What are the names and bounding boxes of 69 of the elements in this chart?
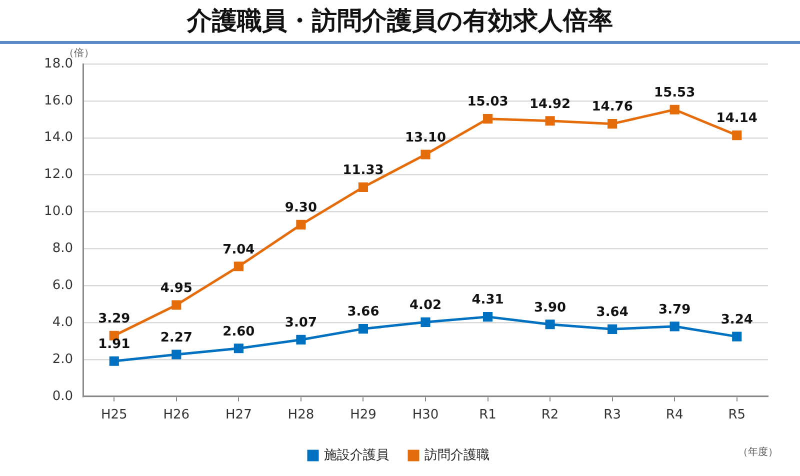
point [234, 262, 244, 272]
data-label: 11.33 [342, 163, 384, 178]
x-tick-label: R2 [541, 408, 559, 423]
x-tick-label: R1 [479, 408, 496, 423]
x-tick-label: H25 [100, 408, 128, 423]
point [172, 350, 182, 360]
data-label: 14.14 [716, 111, 758, 126]
point [670, 322, 680, 332]
data-label: 3.79 [658, 302, 691, 318]
point [482, 114, 493, 124]
x-tick-label: R3 [604, 408, 621, 423]
y-tick-label: 4.0 [52, 314, 73, 330]
y-tick-label: 14.0 [44, 130, 73, 146]
x-tick-label: R5 [728, 408, 746, 423]
x-tick-label: H28 [288, 408, 314, 423]
point [296, 334, 306, 344]
data-label: 4.31 [472, 292, 504, 308]
point [608, 324, 618, 334]
data-label: 2.27 [160, 330, 192, 346]
y-tick-label: 8.0 [52, 241, 73, 256]
data-label: 15.53 [654, 85, 696, 100]
data-label: 7.04 [222, 242, 255, 258]
legend-label: 訪問介護職 [424, 448, 490, 463]
data-label: 3.90 [534, 300, 566, 316]
point [482, 312, 493, 322]
point [732, 332, 742, 342]
data-label: 4.02 [409, 298, 442, 314]
data-label: 3.29 [98, 312, 130, 327]
data-label: 9.30 [284, 200, 317, 216]
point [109, 356, 119, 366]
legend-label: 施設介護員 [324, 448, 389, 463]
y-tick-label: 12.0 [44, 167, 73, 182]
x-tick-label: H26 [163, 408, 190, 423]
point [608, 119, 618, 129]
point [670, 104, 680, 114]
y-axis-title: （倍） [64, 46, 94, 59]
data-label: 3.07 [284, 316, 317, 331]
point [296, 220, 306, 230]
y-tick-label: 16.0 [44, 93, 73, 108]
x-tick-label: H27 [226, 408, 252, 423]
data-label: 2.60 [222, 324, 255, 340]
chart-title: 介護職員・訪問介護員の有効求人倍率 [186, 5, 614, 37]
data-label: 15.03 [467, 94, 508, 110]
point [420, 150, 430, 160]
data-label: 13.10 [404, 130, 446, 146]
y-tick-label: 2.0 [52, 352, 73, 367]
y-tick-label: 10.0 [44, 204, 73, 220]
point [545, 320, 555, 330]
point [358, 182, 368, 192]
point [545, 116, 555, 126]
point [172, 300, 182, 310]
x-tick-label: H30 [412, 408, 439, 423]
x-tick-label: H29 [350, 408, 376, 423]
y-tick-label: 18.0 [44, 56, 73, 72]
point [420, 317, 430, 327]
data-label: 1.91 [98, 337, 130, 352]
data-label: 3.66 [347, 304, 380, 320]
data-label: 3.24 [720, 312, 753, 328]
point [732, 130, 742, 140]
data-label: 4.95 [160, 280, 192, 296]
data-label: 3.64 [596, 305, 628, 320]
y-tick-label: 0.0 [52, 388, 73, 404]
x-axis-title: （年度） [738, 446, 778, 459]
x-tick-label: R4 [666, 408, 684, 423]
point [234, 344, 244, 354]
y-tick-label: 6.0 [52, 278, 73, 293]
data-label: 14.92 [529, 96, 571, 112]
point [358, 324, 368, 334]
data-label: 14.76 [592, 100, 633, 115]
